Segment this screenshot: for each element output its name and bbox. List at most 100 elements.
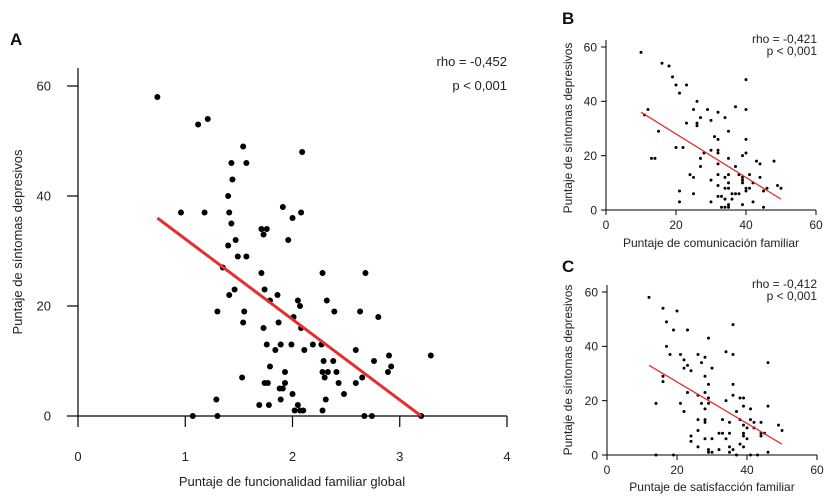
x-tick-label: 1	[182, 449, 189, 464]
data-point	[682, 366, 686, 370]
data-point	[752, 420, 756, 424]
data-point	[679, 401, 682, 405]
data-point	[720, 194, 723, 198]
data-point	[340, 391, 347, 397]
data-point	[695, 121, 699, 125]
data-point	[695, 99, 699, 103]
data-point	[261, 286, 268, 293]
data-point	[361, 413, 368, 419]
data-point	[672, 453, 675, 457]
data-point	[375, 314, 382, 320]
data-point	[772, 159, 776, 163]
data-point	[742, 423, 745, 427]
data-point	[692, 175, 695, 179]
data-point	[742, 396, 745, 400]
data-point	[707, 448, 710, 452]
data-point	[696, 418, 700, 422]
x-axis-label: Puntaje de satisfacción familiar	[629, 480, 794, 494]
data-point	[243, 160, 250, 166]
x-tick-label: 40	[740, 463, 754, 477]
data-point	[352, 347, 359, 353]
data-point	[309, 341, 316, 348]
data-point	[696, 445, 700, 449]
data-point	[731, 393, 735, 397]
data-point	[707, 450, 710, 454]
data-point	[700, 361, 703, 365]
data-point	[225, 193, 232, 199]
data-point	[660, 61, 664, 65]
data-point	[665, 344, 668, 348]
data-point	[386, 352, 393, 359]
data-point	[359, 374, 366, 381]
data-point	[727, 203, 730, 207]
data-point	[724, 399, 728, 403]
data-point	[297, 303, 304, 309]
data-point	[288, 341, 295, 348]
data-point	[776, 184, 779, 188]
x-tick-label: 60	[809, 218, 823, 232]
data-point	[730, 192, 734, 196]
data-point	[744, 186, 748, 190]
data-point	[741, 203, 744, 207]
data-point	[291, 407, 298, 414]
data-point	[723, 197, 727, 201]
data-point	[333, 369, 340, 375]
data-point	[703, 437, 707, 441]
data-point	[745, 426, 749, 430]
data-point	[674, 146, 678, 150]
data-point	[731, 382, 735, 386]
data-point	[689, 439, 693, 443]
data-point	[703, 391, 707, 395]
data-point	[226, 292, 233, 298]
data-point	[744, 78, 748, 82]
data-point	[195, 121, 202, 128]
data-point	[679, 352, 682, 356]
data-point	[371, 358, 378, 364]
data-point	[779, 186, 783, 190]
data-point	[723, 205, 727, 209]
data-point	[766, 450, 770, 454]
data-point	[707, 396, 710, 400]
data-point	[723, 175, 727, 179]
data-point	[716, 148, 720, 152]
data-point	[689, 369, 693, 373]
data-point	[724, 350, 728, 354]
data-point	[777, 423, 780, 427]
x-tick-label: 40	[739, 218, 753, 232]
data-point	[639, 50, 643, 54]
data-point	[686, 328, 689, 332]
data-point	[758, 175, 762, 179]
data-point	[240, 143, 247, 150]
data-point	[384, 369, 391, 375]
data-point	[748, 173, 751, 177]
data-point	[724, 437, 728, 441]
data-point	[713, 135, 716, 139]
data-point	[759, 434, 763, 438]
data-point	[727, 205, 730, 209]
data-point	[279, 204, 286, 210]
regression-line	[156, 216, 423, 418]
data-point	[685, 83, 688, 87]
p-value-annotation: p < 0,001	[452, 78, 507, 93]
data-point	[762, 189, 765, 193]
y-tick-label: 60	[584, 40, 598, 54]
data-point	[741, 154, 744, 158]
x-tick-label: 0	[603, 218, 610, 232]
data-point	[154, 94, 161, 100]
data-point	[301, 347, 308, 353]
x-axis-label: Puntaje de comunicación familiar	[623, 236, 799, 250]
data-point	[744, 151, 748, 155]
data-point	[213, 396, 220, 403]
data-point	[668, 352, 672, 356]
data-point	[661, 380, 665, 384]
data-point	[331, 308, 338, 315]
data-point	[716, 173, 720, 177]
data-point	[330, 358, 337, 364]
data-point	[731, 448, 735, 452]
data-point	[756, 453, 759, 457]
data-point	[727, 173, 730, 177]
data-point	[686, 391, 689, 395]
data-point	[728, 431, 731, 435]
data-point	[362, 270, 369, 276]
data-point	[653, 156, 657, 160]
